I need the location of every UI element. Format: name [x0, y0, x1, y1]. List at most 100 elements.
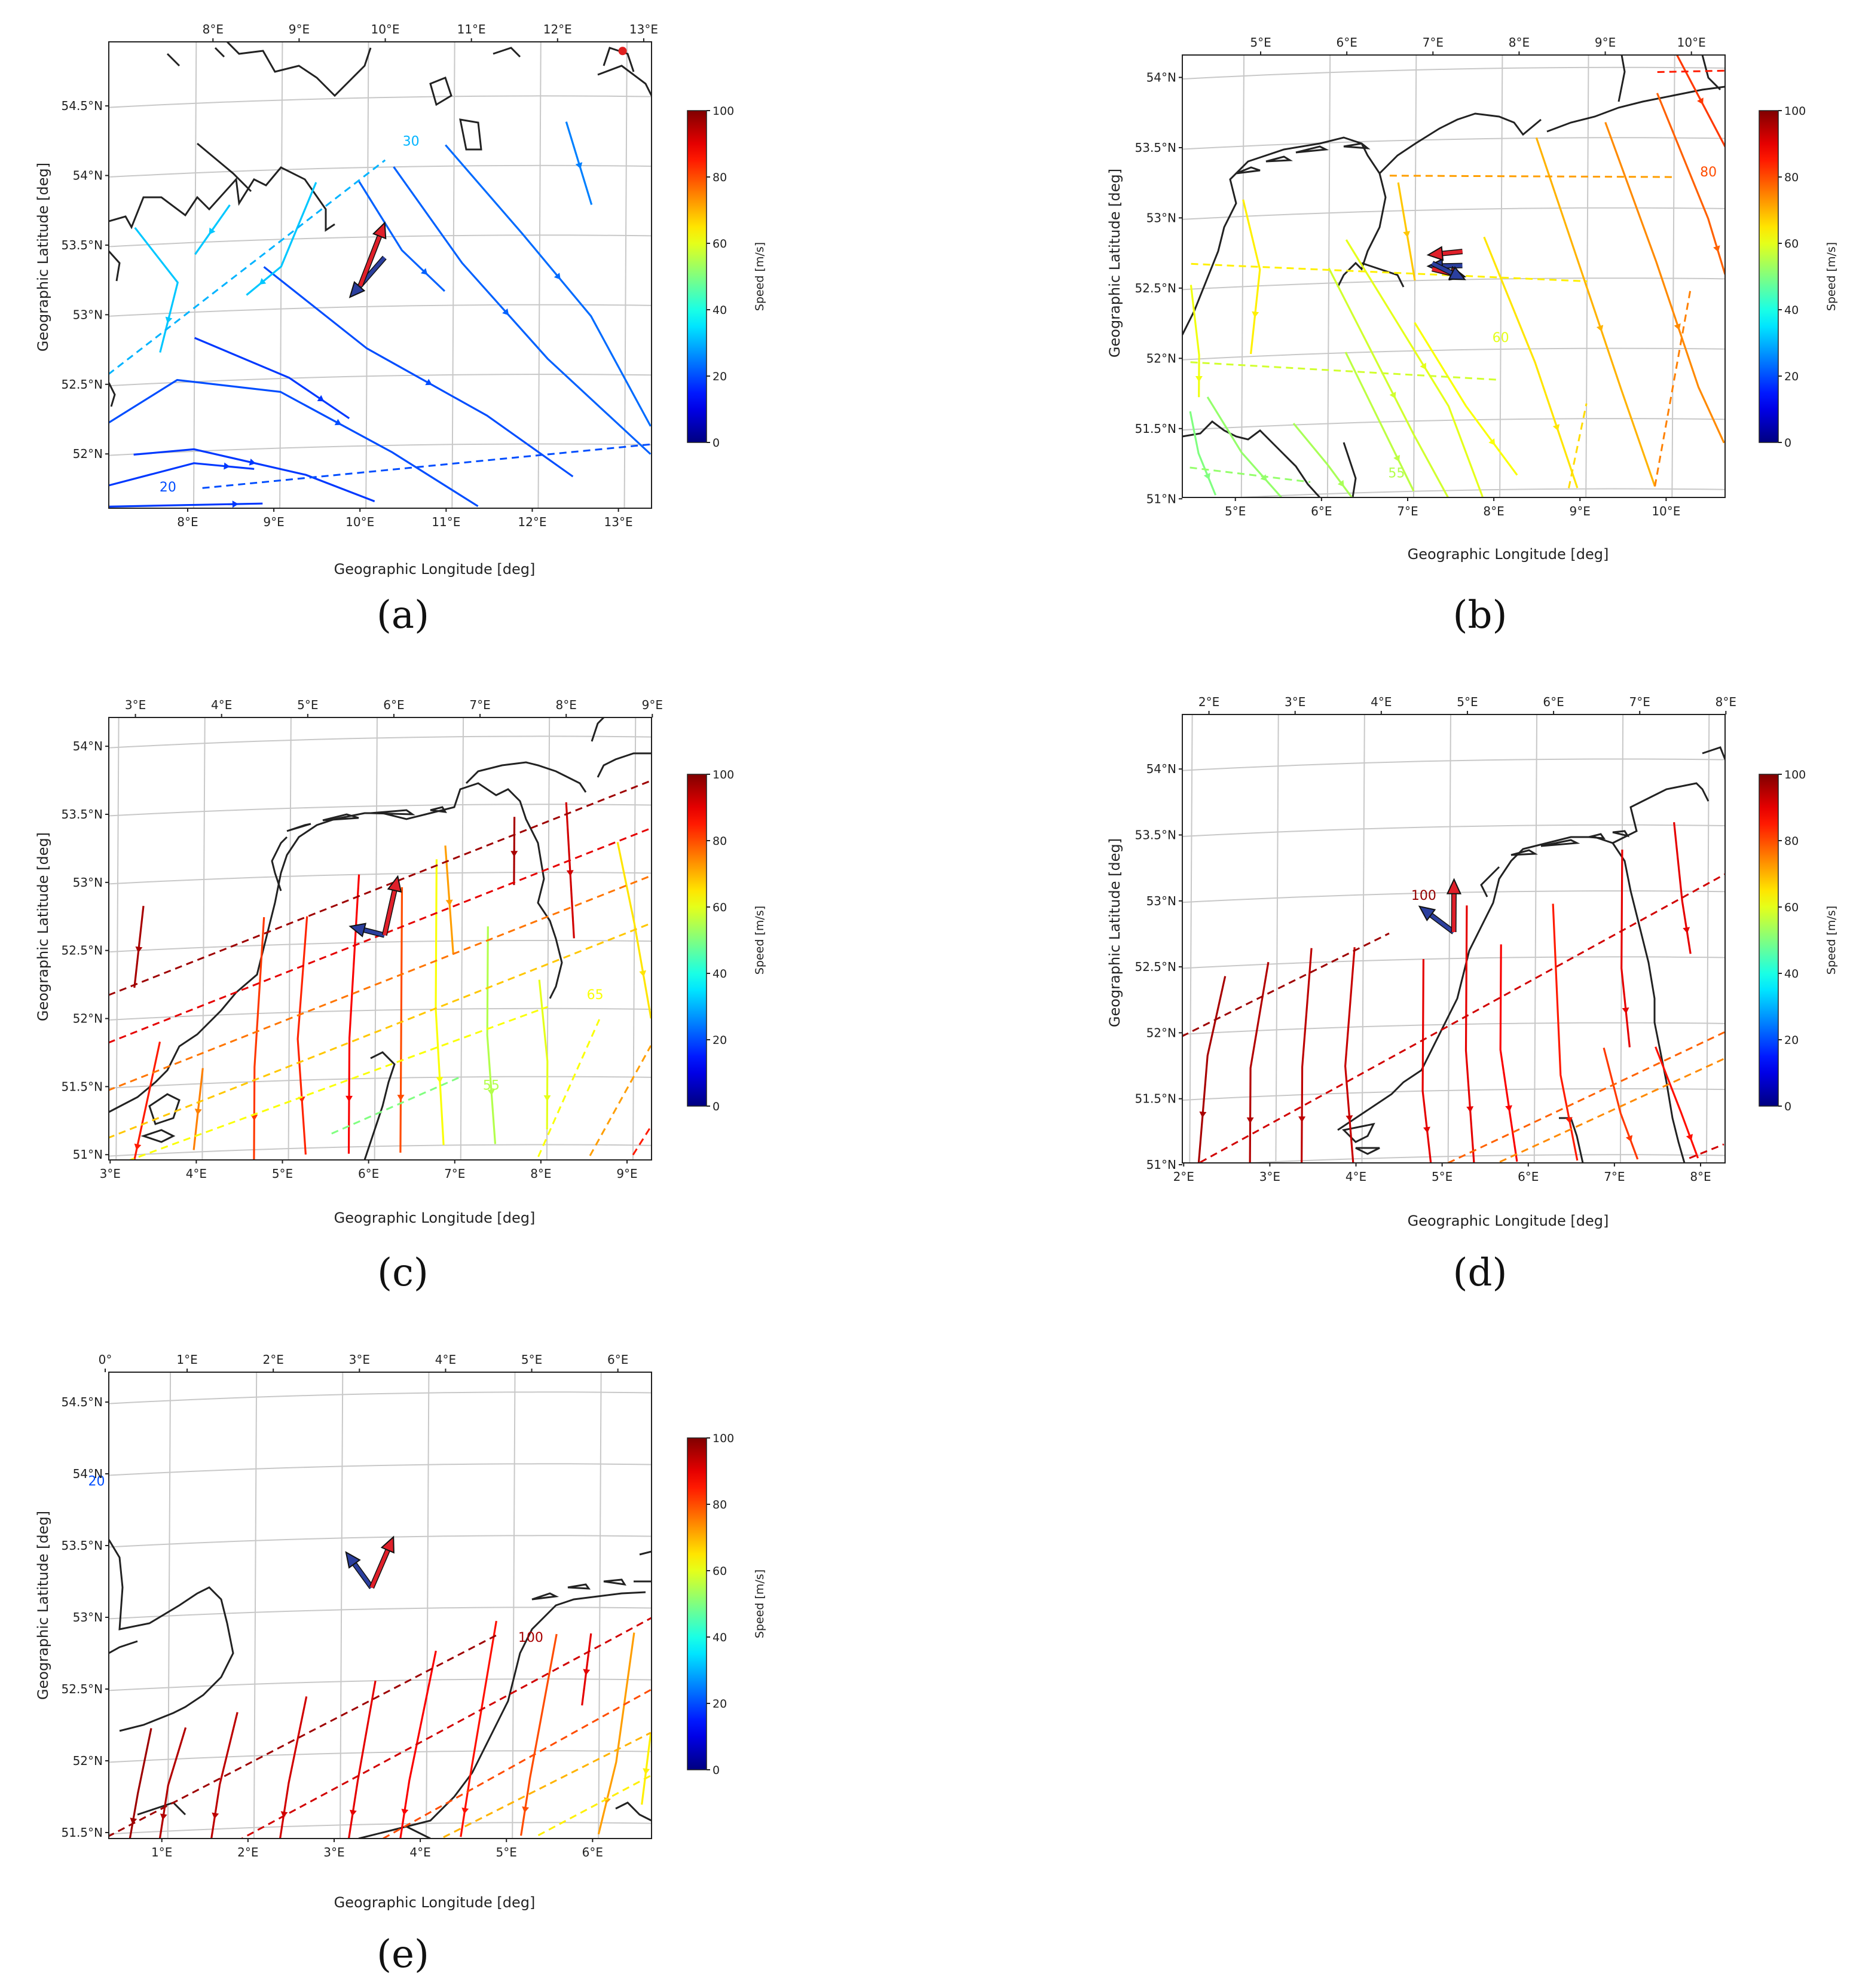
streamline	[1464, 905, 1475, 1163]
bottom-tick-label: 8°E	[1483, 504, 1504, 518]
top-tick-label: 5°E	[297, 698, 318, 712]
colorbar: 0 20 40 60 80 100 Speed [m/s]	[1759, 768, 1838, 1113]
lat-tick-label: 52.5°N	[62, 1682, 103, 1696]
bottom-tick-label: 3°E	[323, 1845, 344, 1859]
grid-meridian	[1585, 55, 1589, 497]
contour-labels: 100	[1411, 888, 1436, 903]
lat-tick-label: 52°N	[73, 1012, 103, 1026]
panel-label: (b)	[1453, 593, 1507, 637]
bottom-tick-label: 12°E	[518, 515, 546, 529]
bottom-tick-label: 4°E	[186, 1166, 207, 1181]
axes-border	[108, 717, 652, 1161]
colorbar-gradient	[687, 110, 707, 443]
streamline-arrowhead	[1697, 97, 1704, 105]
streamline	[210, 1712, 238, 1839]
contour-label: 100	[518, 1630, 543, 1645]
colorbar-label: Speed [m/s]	[753, 1569, 766, 1638]
grid-meridian	[1499, 55, 1503, 497]
y-axis-label: Geographic Latitude [deg]	[1106, 838, 1123, 1027]
streamlines	[1189, 55, 1725, 497]
lat-tick-label: 51°N	[73, 1147, 103, 1162]
isolines	[1182, 873, 1725, 1163]
streamline	[1292, 423, 1353, 497]
streamline	[616, 842, 652, 1019]
top-tick-label: 6°E	[1543, 695, 1564, 709]
streamline-arrowhead	[1423, 1126, 1430, 1134]
streamline-arrowhead	[1683, 927, 1690, 934]
grid-parallel	[109, 374, 652, 387]
colorbar-tick-label: 60	[713, 1565, 727, 1578]
contour-labels: 100 20	[88, 1474, 543, 1645]
streamline	[129, 1728, 152, 1839]
top-tick-label: 8°E	[1716, 695, 1736, 709]
streamline	[194, 204, 231, 255]
map-frame	[109, 1372, 652, 1839]
y-axis-label: Geographic Latitude [deg]	[35, 832, 51, 1021]
colorbar: 0 20 40 60 80 100 Speed [m/s]	[687, 1432, 766, 1777]
bottom-ticks: 1°E 2°E 3°E 4°E 5°E 6°E	[151, 1839, 603, 1859]
top-tick-label: 5°E	[1457, 695, 1478, 709]
bottom-tick-label: 3°E	[1259, 1169, 1280, 1184]
red-arrow-shaft	[1442, 249, 1463, 256]
x-axis-label: Geographic Longitude [deg]	[334, 1894, 536, 1911]
lat-tick-label: 53°N	[1146, 894, 1176, 908]
grid-meridian	[1533, 714, 1538, 1163]
grid-meridian	[537, 42, 542, 508]
streamline-arrowhead	[583, 1669, 591, 1676]
streamline	[1189, 411, 1217, 496]
streamline-arrowhead	[130, 1818, 137, 1824]
red-arrow-head	[387, 875, 402, 893]
colorbar-tick-label: 80	[713, 1498, 727, 1511]
lat-tick-label: 52°N	[73, 1754, 103, 1768]
grid-meridian	[1275, 714, 1279, 1163]
streamlines	[129, 1620, 652, 1839]
bottom-ticks: 5°E 6°E 7°E 8°E 9°E 10°E	[1225, 497, 1680, 518]
colorbar-tick-label: 40	[713, 967, 727, 981]
x-axis-label: Geographic Longitude [deg]	[334, 1210, 536, 1226]
contour-labels: 30 20	[160, 135, 420, 495]
bottom-tick-label: 8°E	[530, 1166, 551, 1181]
panel-label: (d)	[1453, 1251, 1507, 1295]
colorbar-tick-label: 40	[713, 304, 727, 317]
streamline-arrowhead	[1488, 438, 1496, 445]
grid-meridian	[623, 42, 628, 508]
streamline	[513, 817, 516, 885]
streamline	[158, 1727, 187, 1839]
bottom-tick-label: 6°E	[358, 1166, 379, 1181]
graticule-grid	[109, 717, 652, 1160]
grid-parallel	[109, 1463, 652, 1476]
lat-ticks: 51°N 51.5°N 52°N 52.5°N 53°N 53.5°N 54°N	[1135, 70, 1182, 506]
grid-meridian	[167, 1372, 172, 1839]
x-axis-label: Geographic Longitude [deg]	[334, 561, 536, 578]
streamline-arrowhead	[317, 395, 325, 402]
streamline	[486, 926, 497, 1144]
streamline-arrowhead	[1466, 1106, 1474, 1113]
colorbar-tick-label: 0	[713, 1100, 720, 1113]
grid-parallel	[109, 1144, 652, 1157]
isoline	[1182, 932, 1390, 1037]
lat-ticks: 51°N 51.5°N 52°N 52.5°N 53°N 53.5°N 54°N	[1135, 762, 1182, 1172]
colorbar: 0 20 40 60 80 100 Speed [m/s]	[687, 768, 766, 1113]
grid-parallel	[1182, 956, 1725, 969]
isoline	[109, 159, 386, 375]
streamline-arrowhead	[1252, 311, 1259, 318]
streamline	[1197, 976, 1227, 1163]
bottom-tick-label: 8°E	[177, 515, 198, 529]
wind-arrows	[348, 221, 387, 298]
isoline	[109, 874, 652, 1091]
top-tick-label: 12°E	[543, 22, 572, 36]
streamline	[1242, 199, 1261, 355]
top-tick-label: 11°E	[457, 22, 486, 36]
streamline	[279, 1696, 308, 1839]
isoline	[109, 779, 652, 996]
colorbar-tick-label: 0	[713, 1764, 720, 1777]
lat-tick-label: 53.5°N	[62, 1538, 103, 1553]
streamline-arrowhead	[401, 1809, 409, 1816]
red-arrow-head	[1446, 878, 1461, 894]
streamline-arrowhead	[345, 1095, 353, 1102]
lat-ticks: 51°N 51.5°N 52°N 52.5°N 53°N 53.5°N 54°N	[62, 739, 109, 1162]
streamlines	[1197, 822, 1699, 1163]
top-tick-label: 10°E	[371, 22, 399, 36]
streamline-arrowhead	[1552, 424, 1560, 431]
colorbar-tick-label: 60	[713, 901, 727, 914]
